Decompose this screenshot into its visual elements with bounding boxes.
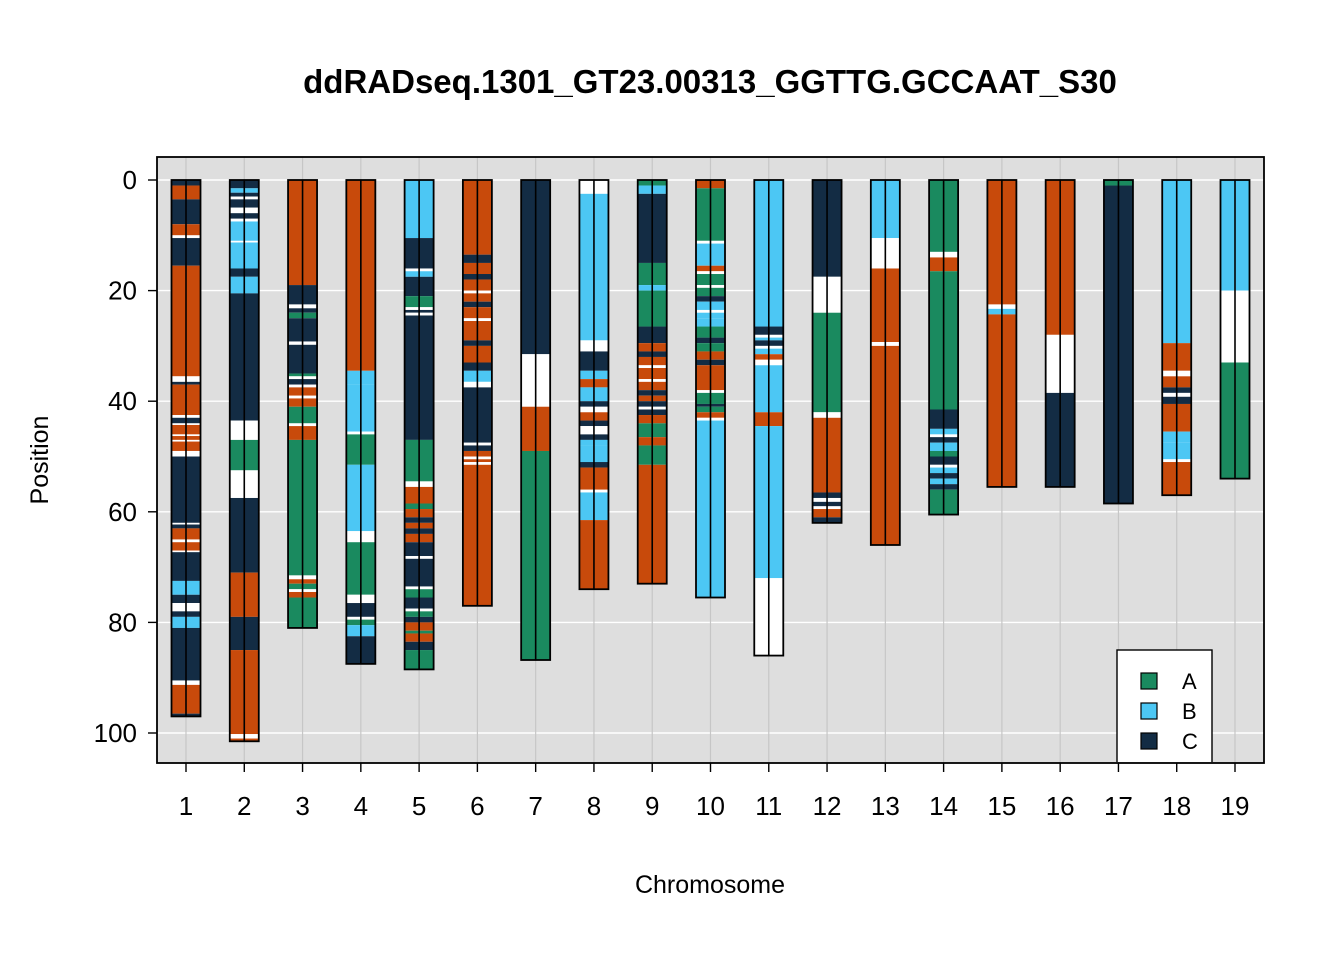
chromosome-1 — [170, 179, 202, 718]
y-tick-label: 40 — [108, 386, 137, 416]
x-tick-label: 2 — [237, 791, 251, 821]
x-tick-label: 19 — [1221, 791, 1250, 821]
chromosome-9 — [636, 179, 668, 585]
chromosome-4 — [345, 179, 377, 665]
legend-label-B: B — [1182, 699, 1197, 724]
x-tick-label: 9 — [645, 791, 659, 821]
y-tick-label: 80 — [108, 607, 137, 637]
chromosome-2 — [228, 179, 260, 743]
chromosome-18 — [1161, 179, 1193, 497]
y-tick-label: 20 — [108, 276, 137, 306]
chromosome-outline — [578, 179, 610, 591]
chromosome-5 — [403, 179, 435, 671]
chromosome-outline — [1103, 179, 1134, 505]
chromosome-12 — [811, 179, 843, 524]
chromosome-8 — [578, 179, 610, 591]
chromosome-outline — [1044, 179, 1076, 488]
x-tick-label: 4 — [354, 791, 368, 821]
x-tick-label: 10 — [696, 791, 725, 821]
chromosome-outline — [287, 179, 318, 629]
chromosome-outline — [811, 179, 843, 524]
chromosome-outline — [1161, 179, 1193, 497]
x-tick-label: 16 — [1046, 791, 1075, 821]
chromosome-outline — [1219, 179, 1251, 480]
chromosome-outline — [520, 179, 552, 661]
x-tick-label: 14 — [929, 791, 958, 821]
legend-box — [1116, 649, 1213, 762]
chromosome-11 — [753, 179, 785, 657]
chromosome-6 — [461, 179, 493, 607]
x-tick-label: 17 — [1104, 791, 1133, 821]
chromosome-7 — [520, 179, 552, 661]
x-tick-label: 3 — [295, 791, 309, 821]
x-tick-label: 11 — [755, 791, 782, 821]
chromosome-15 — [986, 179, 1018, 488]
x-tick-label: 8 — [587, 791, 601, 821]
x-tick-label: 12 — [813, 791, 842, 821]
legend-swatch-A — [1140, 672, 1158, 690]
y-tick-label: 100 — [94, 718, 137, 748]
legend-label-A: A — [1182, 669, 1197, 694]
y-tick-label: 60 — [108, 497, 137, 527]
x-tick-label: 13 — [871, 791, 900, 821]
legend-swatch-B — [1140, 702, 1158, 720]
chromosome-outline — [695, 179, 726, 599]
legend-label-C: C — [1182, 729, 1198, 754]
x-axis-label: Chromosome — [635, 871, 785, 899]
chromosome-outline — [461, 179, 493, 607]
x-tick-label: 5 — [412, 791, 426, 821]
chromosome-outline — [170, 179, 202, 718]
y-axis-label: Position — [26, 416, 54, 505]
legend-swatch-H — [1141, 763, 1157, 779]
legend-swatch-C — [1140, 732, 1158, 750]
chromosome-outline — [869, 179, 901, 546]
chromosome-3 — [287, 179, 318, 629]
chromosome-14 — [928, 179, 960, 516]
chart-title: ddRADseq.1301_GT23.00313_GGTTG.GCCAAT_S3… — [303, 63, 1117, 100]
x-tick-label: 15 — [987, 791, 1016, 821]
chromosome-10 — [695, 179, 726, 599]
chromosome-outline — [228, 179, 260, 743]
chromosome-19 — [1219, 179, 1251, 480]
chromosome-outline — [345, 179, 377, 665]
x-tick-label: 18 — [1162, 791, 1191, 821]
chromosome-outline — [986, 179, 1018, 488]
chromosome-outline — [753, 179, 785, 657]
y-tick-label: 0 — [123, 165, 137, 195]
chromosome-outline — [928, 179, 960, 516]
legend-label-H: H — [1182, 759, 1198, 784]
chromosome-17 — [1103, 179, 1134, 505]
x-tick-label: 7 — [528, 791, 542, 821]
x-tick-label: 6 — [470, 791, 484, 821]
chromosome-16 — [1044, 179, 1076, 488]
x-tick-label: 1 — [179, 791, 193, 821]
chromosome-13 — [869, 179, 901, 546]
chromosome-outline — [403, 179, 435, 671]
chromosome-outline — [636, 179, 668, 585]
